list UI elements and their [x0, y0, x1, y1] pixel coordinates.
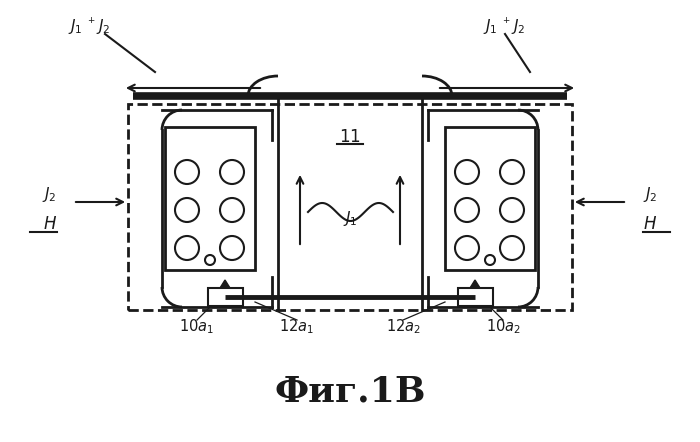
- Polygon shape: [470, 280, 480, 288]
- Text: $11$: $11$: [339, 128, 361, 146]
- Text: Фиг.1B: Фиг.1B: [274, 375, 426, 409]
- Text: $J_2$: $J_2$: [511, 18, 525, 37]
- Bar: [208, 288, 243, 306]
- Polygon shape: [220, 280, 230, 288]
- Text: $10a_2$: $10a_2$: [486, 318, 521, 336]
- Text: $J_1$: $J_1$: [482, 18, 498, 37]
- Text: $J_1$: $J_1$: [68, 18, 83, 37]
- Text: $J_2$: $J_2$: [643, 184, 658, 203]
- Text: $H$: $H$: [43, 215, 57, 233]
- Text: $^+$: $^+$: [501, 16, 511, 30]
- Text: $12a_1$: $12a_1$: [279, 318, 314, 336]
- Text: $J_1$: $J_1$: [342, 210, 358, 229]
- Text: $12a_2$: $12a_2$: [386, 318, 421, 336]
- Text: $H$: $H$: [643, 215, 657, 233]
- Text: $J_2$: $J_2$: [96, 18, 111, 37]
- Bar: [165, 127, 255, 270]
- Text: $10a_1$: $10a_1$: [179, 318, 214, 336]
- Text: $J_2$: $J_2$: [42, 184, 57, 203]
- Bar: [458, 288, 493, 306]
- Bar: [128, 104, 572, 310]
- Text: $^+$: $^+$: [86, 16, 96, 30]
- Bar: [445, 127, 535, 270]
